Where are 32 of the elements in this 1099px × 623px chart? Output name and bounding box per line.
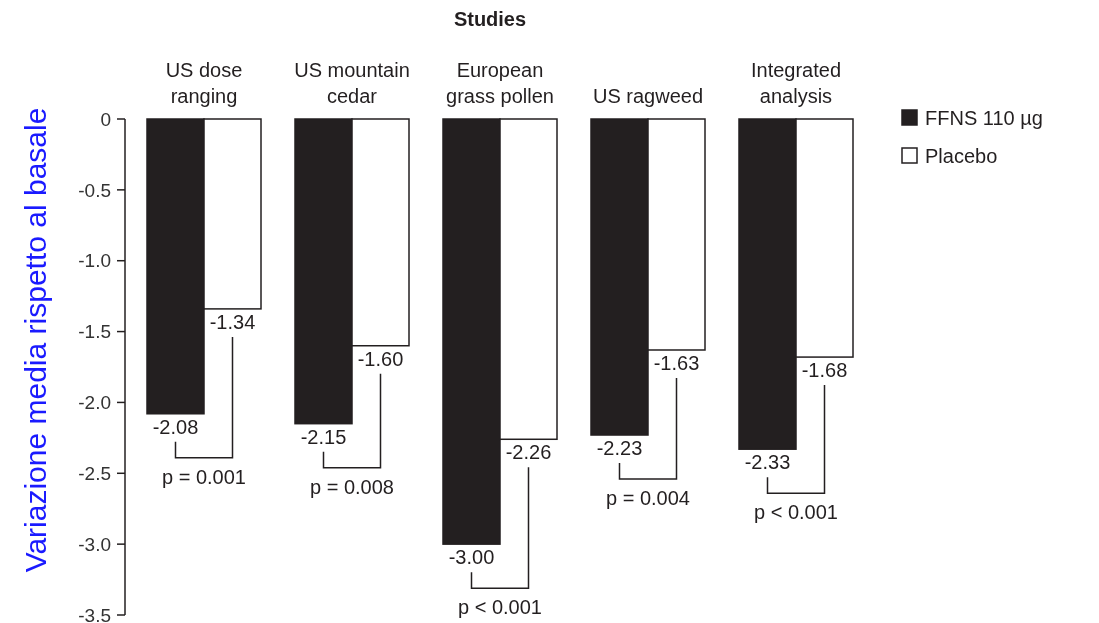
legend-label: FFNS 110 µg xyxy=(925,107,1043,129)
x-tick-label: US ragweed xyxy=(592,85,704,107)
data-label: -2.33 xyxy=(744,451,791,474)
y-tick-label: -2.0 xyxy=(78,392,111,414)
data-label: -2.23 xyxy=(596,437,643,460)
annotation: p = 0.001 xyxy=(162,465,246,488)
y-tick-label: 0 xyxy=(100,108,111,130)
x-tick-label: US dose ranging xyxy=(165,59,243,107)
data-label: -3.00 xyxy=(448,546,495,569)
chart-title: Studies xyxy=(453,8,527,30)
annotation: p = 0.004 xyxy=(606,487,690,510)
annotation: p < 0.001 xyxy=(458,596,542,619)
y-tick-label: -2.5 xyxy=(78,462,111,484)
data-label: -1.34 xyxy=(209,310,256,333)
y-axis-title: Variazione media rispetto al basale xyxy=(19,107,52,573)
x-tick-label: US mountain cedar xyxy=(294,59,410,107)
x-tick-label: European grass pollen xyxy=(446,59,554,107)
y-tick-label: -3.5 xyxy=(78,604,111,623)
annotation: p < 0.001 xyxy=(754,501,838,524)
y-tick-label: -1.0 xyxy=(78,250,111,272)
annotation: p = 0.008 xyxy=(310,475,394,498)
data-label: -2.26 xyxy=(505,441,552,464)
y-tick-label: -1.5 xyxy=(78,321,111,343)
legend-label: Placebo xyxy=(925,145,998,167)
data-label: -1.63 xyxy=(653,351,700,374)
y-tick-label: -3.0 xyxy=(78,533,111,555)
data-label: -2.15 xyxy=(300,425,347,448)
data-label: -2.08 xyxy=(152,415,199,438)
data-label: -1.68 xyxy=(801,359,848,382)
x-tick-label: Integrated analysis xyxy=(750,59,842,107)
y-tick-label: -0.5 xyxy=(78,179,111,201)
data-label: -1.60 xyxy=(357,347,404,370)
